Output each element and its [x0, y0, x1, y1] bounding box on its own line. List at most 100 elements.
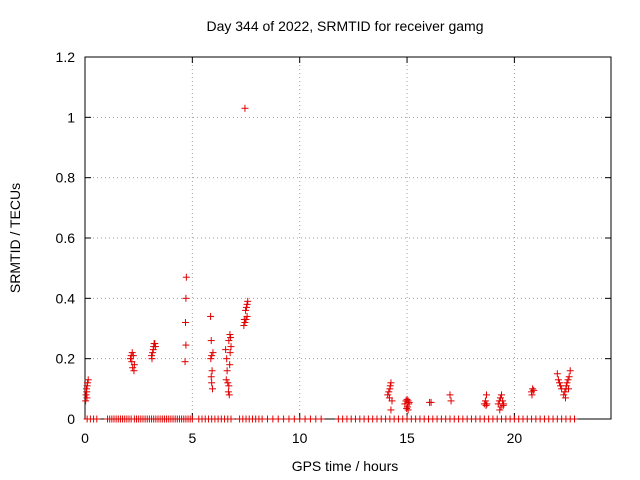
data-point	[386, 382, 394, 390]
data-point	[149, 349, 157, 357]
data-point	[499, 397, 507, 405]
data-point	[387, 379, 395, 387]
data-point	[529, 385, 537, 393]
grid-layer	[85, 57, 611, 419]
data-point	[181, 318, 189, 326]
data-point	[560, 391, 568, 399]
data-point	[129, 364, 137, 372]
data-point	[561, 394, 569, 402]
data-point	[446, 391, 454, 399]
ticks-layer: 0 0.2 0.4 0.6 0.8 1 1.2 0 5 10 15 20	[56, 49, 611, 446]
data-point	[82, 397, 90, 405]
data-point	[554, 376, 562, 384]
data-point	[241, 318, 249, 326]
data-point	[226, 349, 234, 357]
data-point	[483, 400, 491, 408]
x-tick-label: 15	[399, 430, 415, 446]
data-point	[404, 406, 412, 414]
x-tick-label: 20	[507, 430, 523, 446]
data-point	[83, 388, 91, 396]
data-point	[555, 379, 563, 387]
data-point	[498, 391, 506, 399]
data-point	[561, 388, 569, 396]
data-point	[182, 294, 190, 302]
data-point	[387, 406, 395, 414]
y-tick-label: 1.2	[56, 49, 76, 65]
data-point-zero	[571, 415, 579, 423]
data-point	[244, 297, 252, 305]
points-layer	[82, 104, 579, 423]
data-point	[427, 398, 435, 406]
data-point	[240, 315, 248, 323]
data-point	[148, 355, 156, 363]
data-point	[227, 343, 235, 351]
data-point	[182, 273, 190, 281]
data-point	[447, 397, 455, 405]
data-point	[82, 391, 90, 399]
data-point	[208, 367, 216, 375]
data-point	[226, 361, 234, 369]
data-point	[150, 340, 158, 348]
data-point	[566, 367, 574, 375]
data-point	[181, 358, 189, 366]
x-tick-label: 10	[292, 430, 308, 446]
data-point	[496, 406, 504, 414]
y-tick-label: 0.4	[56, 290, 76, 306]
data-point	[84, 379, 92, 387]
data-point	[403, 403, 411, 411]
data-point	[208, 379, 216, 387]
data-point	[482, 391, 490, 399]
data-point	[240, 321, 248, 329]
data-point	[209, 385, 217, 393]
data-point-zero	[188, 415, 196, 423]
y-tick-label: 0	[67, 411, 75, 427]
x-tick-label: 0	[81, 430, 89, 446]
data-point	[128, 349, 136, 357]
data-point	[227, 334, 235, 342]
data-point	[242, 306, 250, 314]
data-point-zero	[227, 415, 235, 423]
y-tick-label: 0.6	[56, 230, 76, 246]
data-point	[223, 355, 231, 363]
data-point	[127, 355, 135, 363]
data-point	[209, 349, 217, 357]
data-point	[151, 343, 159, 351]
data-point	[222, 346, 230, 354]
data-point-zero	[93, 415, 101, 423]
data-point	[528, 391, 536, 399]
chart-title: Day 344 of 2022, SRMTID for receiver gam…	[206, 18, 483, 34]
data-point	[553, 370, 561, 378]
data-point	[222, 376, 230, 384]
plot-frame	[84, 56, 612, 420]
data-point	[130, 367, 138, 375]
data-point	[564, 376, 572, 384]
data-point	[207, 337, 215, 345]
data-point	[405, 400, 413, 408]
data-point	[385, 388, 393, 396]
data-point	[482, 401, 490, 409]
y-tick-label: 0.2	[56, 351, 76, 367]
data-point	[224, 388, 232, 396]
y-tick-label: 1	[67, 109, 75, 125]
data-point	[242, 303, 250, 311]
data-point	[182, 341, 190, 349]
data-point	[84, 376, 92, 384]
data-point	[403, 404, 411, 412]
data-point	[243, 300, 251, 308]
data-point	[563, 379, 571, 387]
data-point-zero	[317, 415, 325, 423]
data-point	[225, 337, 233, 345]
data-point	[384, 391, 392, 399]
data-point	[83, 394, 91, 402]
data-point	[564, 385, 572, 393]
data-point	[241, 104, 249, 112]
data-point	[388, 397, 396, 405]
data-point	[404, 397, 412, 405]
data-point	[499, 401, 507, 409]
data-point	[207, 312, 215, 320]
data-point	[207, 355, 215, 363]
data-point	[530, 386, 538, 394]
data-point	[130, 361, 138, 369]
x-axis-label: GPS time / hours	[292, 458, 399, 474]
